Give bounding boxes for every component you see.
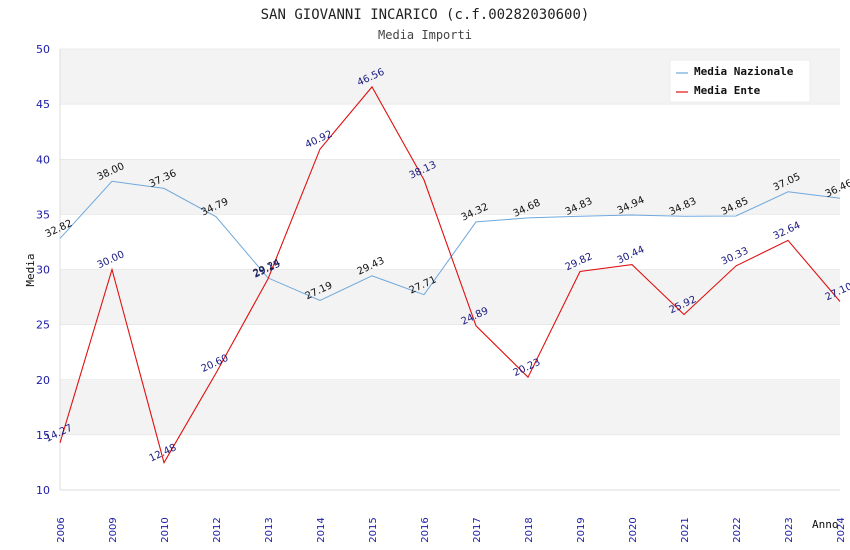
x-tick-label: 2021 (680, 517, 691, 542)
chart-title: SAN GIOVANNI INCARICO (c.f.00282030600) (261, 7, 590, 23)
series-layer (59, 85, 841, 465)
x-tick-label: 2012 (212, 517, 223, 542)
y-tick-label: 10 (36, 484, 50, 497)
data-label-ente: 30.33 (720, 246, 751, 268)
data-label-ente: 20.60 (200, 353, 231, 375)
data-label-ente: 30.00 (96, 249, 127, 271)
series-line-ente (59, 85, 841, 465)
grid-band (60, 159, 840, 215)
y-tick-label: 40 (36, 153, 50, 166)
x-tick-label: 2018 (524, 517, 535, 542)
legend-item-ente: Media Ente (694, 84, 761, 97)
x-tick-label: 2009 (108, 517, 119, 542)
x-tick-label: 2014 (316, 517, 327, 542)
y-tick-label: 35 (36, 208, 50, 221)
y-axis-label: Media (24, 253, 37, 286)
x-tick-label: 2013 (264, 517, 275, 542)
data-label-nazionale: 32.82 (44, 218, 75, 240)
legend-box (669, 59, 811, 103)
data-label-ente: 12.48 (148, 442, 179, 464)
y-tick-label: 15 (36, 429, 50, 442)
grid-band (60, 269, 840, 325)
x-tick-label: 2015 (368, 517, 379, 542)
series-line-nazionale (59, 180, 841, 302)
data-label-ente: 40.92 (304, 129, 335, 151)
x-tick-label: 2022 (732, 517, 743, 542)
y-tick-label: 50 (36, 43, 50, 56)
y-tick-label: 30 (36, 264, 50, 277)
x-axis-ticks: 2006 2009 2010 2012 2013 2014 2015 2016 2017 2018… (56, 517, 847, 542)
x-tick-label: 2006 (56, 517, 67, 542)
legend: Media Nazionale Media Ente (669, 59, 811, 103)
x-tick-label: 2024 (836, 517, 847, 542)
grid-bands (59, 48, 840, 491)
chart-subtitle: Media Importi (378, 28, 472, 42)
x-tick-label: 2010 (160, 517, 171, 542)
x-tick-label: 2019 (576, 517, 587, 542)
legend-item-nazionale: Media Nazionale (694, 65, 794, 78)
x-axis-label: Anno (812, 518, 839, 531)
x-tick-label: 2023 (784, 517, 795, 542)
data-label-ente: 30.44 (616, 244, 647, 266)
data-label-ente: 32.64 (772, 220, 803, 242)
data-label-ente: 14.27 (44, 423, 75, 445)
y-tick-label: 45 (36, 98, 50, 111)
y-tick-label: 20 (36, 374, 50, 387)
y-axis-ticks: 10 15 20 25 30 35 40 45 50 (36, 43, 50, 497)
y-tick-label: 25 (36, 319, 50, 332)
grid-band (60, 379, 840, 435)
x-tick-label: 2017 (472, 517, 483, 542)
x-tick-label: 2020 (628, 517, 639, 542)
x-tick-label: 2016 (420, 517, 431, 542)
